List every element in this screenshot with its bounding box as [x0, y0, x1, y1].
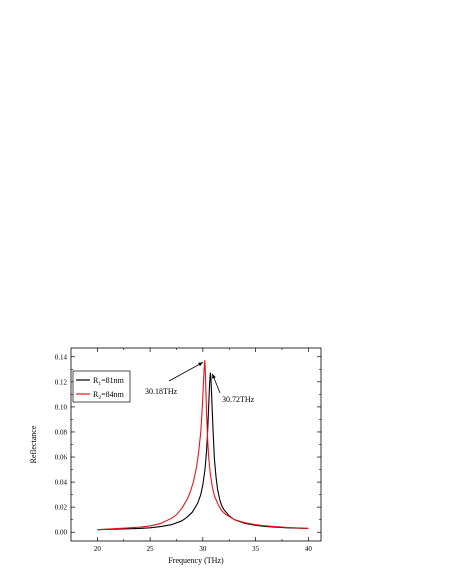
- annotation-arrow-1: [168, 362, 204, 382]
- x-tick-label: 40: [305, 545, 313, 553]
- y-tick-label: 0.00: [55, 529, 68, 537]
- y-tick-label: 0.10: [55, 403, 68, 411]
- y-tick-label: 0.14: [55, 353, 68, 361]
- x-axis-label: Frequency (THz): [168, 556, 224, 565]
- y-axis-label: Reflectance: [29, 425, 38, 463]
- annotation-arrow-2: [212, 373, 221, 394]
- annotation-label-1: 30.18THz: [145, 387, 178, 396]
- plot-area: 20 25 30 35 40 0.00 0.02 0.04 0.06 0.08 0.10 0.12 0.…: [29, 347, 322, 565]
- y-tick-label: 0.06: [55, 454, 68, 462]
- x-tick-label: 25: [147, 545, 155, 553]
- legend-label-1: R1=81nm: [93, 376, 125, 387]
- x-tick-label: 30: [199, 545, 207, 553]
- x-tick-label: 35: [252, 545, 260, 553]
- x-tick-label: 20: [94, 545, 102, 553]
- legend-box: [72, 370, 131, 403]
- y-tick-label: 0.08: [55, 428, 68, 436]
- series-line-2: [97, 359, 309, 531]
- y-tick-label: 0.12: [55, 378, 68, 386]
- y-tick-label: 0.04: [55, 479, 68, 487]
- y-tick-label: 0.02: [55, 504, 68, 512]
- legend-label-2: R2=84nm: [93, 390, 125, 401]
- annotation-label-2: 30.72THz: [222, 395, 255, 404]
